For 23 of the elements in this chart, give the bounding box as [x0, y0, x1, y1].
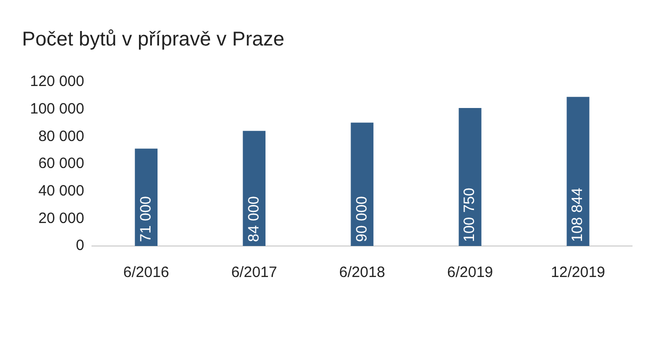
y-tick-label: 120 000: [30, 73, 84, 90]
chart-title: Počet bytů v přípravě v Praze: [22, 28, 284, 51]
data-label: 100 750: [461, 188, 478, 242]
y-tick-label: 60 000: [38, 155, 84, 172]
x-tick-label: 6/2017: [231, 264, 278, 282]
y-tick-label: 80 000: [38, 128, 84, 145]
data-label: 71 000: [137, 196, 154, 242]
bar: [350, 122, 374, 246]
bar: [458, 108, 482, 246]
x-tick-label: 6/2018: [339, 264, 386, 282]
data-label: 90 000: [353, 196, 370, 242]
y-tick-label: 0: [76, 237, 84, 254]
x-tick-label: 12/2019: [550, 264, 606, 282]
bar: [134, 148, 158, 246]
y-tick-label: 100 000: [30, 100, 84, 118]
x-tick-label: 6/2016: [123, 264, 170, 282]
y-tick-label: 40 000: [38, 182, 84, 200]
x-tick-label: 6/2019: [447, 264, 494, 282]
data-label: 84 000: [245, 196, 262, 242]
bar: [566, 96, 590, 246]
y-tick-label: 20 000: [38, 210, 84, 227]
data-label: 108 844: [569, 188, 586, 242]
bar: [242, 130, 266, 246]
